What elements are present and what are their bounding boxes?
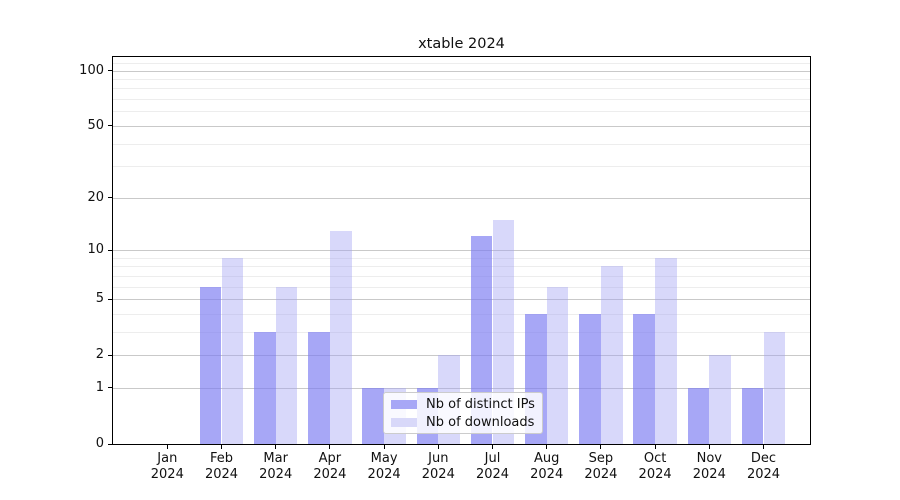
y-tick-label: 100 bbox=[79, 62, 104, 78]
x-tick bbox=[221, 445, 222, 449]
minor-gridline bbox=[113, 275, 810, 277]
y-tick bbox=[108, 125, 112, 127]
x-tick-label: May 2024 bbox=[367, 451, 401, 482]
y-tick bbox=[108, 443, 112, 445]
bar-distinct-ips-mar bbox=[254, 331, 276, 444]
minor-gridline bbox=[113, 99, 810, 101]
chart-title: xtable 2024 bbox=[418, 36, 505, 52]
minor-gridline bbox=[113, 79, 810, 81]
legend-item-distinct-ips: Nb of distinct IPs bbox=[391, 397, 535, 412]
x-tick bbox=[708, 445, 710, 449]
y-tick bbox=[108, 354, 112, 356]
minor-gridline bbox=[113, 313, 810, 315]
bar-distinct-ips-may bbox=[362, 387, 385, 444]
minor-gridline bbox=[113, 331, 810, 333]
minor-gridline bbox=[113, 88, 810, 90]
minor-gridline bbox=[113, 111, 810, 113]
bar-distinct-ips-dec bbox=[741, 387, 764, 444]
x-tick-label: Apr 2024 bbox=[313, 451, 347, 482]
bar-distinct-ips-feb bbox=[199, 286, 222, 444]
y-tick-label: 10 bbox=[87, 242, 104, 257]
minor-gridline bbox=[113, 62, 810, 64]
bar-downloads-mar bbox=[275, 286, 298, 444]
legend-item-downloads: Nb of downloads bbox=[391, 415, 535, 430]
bar-downloads-jul bbox=[492, 219, 515, 444]
x-tick bbox=[654, 445, 656, 449]
legend: Nb of distinct IPs Nb of downloads bbox=[383, 392, 543, 434]
bar-distinct-ips-apr bbox=[308, 331, 330, 444]
y-tick-label: 2 bbox=[95, 347, 104, 363]
bar-downloads-sep bbox=[600, 266, 623, 444]
legend-label-downloads: Nb of downloads bbox=[426, 414, 535, 430]
x-tick bbox=[275, 445, 277, 449]
x-tick-label: Feb 2024 bbox=[204, 451, 239, 482]
x-tick bbox=[437, 445, 439, 449]
major-gridline bbox=[113, 299, 810, 301]
x-tick-label: Jun 2024 bbox=[421, 451, 455, 482]
legend-swatch-distinct-ips bbox=[391, 399, 417, 409]
major-gridline bbox=[113, 250, 810, 251]
major-gridline bbox=[113, 355, 810, 357]
y-tick-label: 1 bbox=[95, 379, 104, 395]
major-gridline bbox=[113, 197, 810, 199]
major-gridline bbox=[113, 125, 810, 127]
x-tick-label: Aug 2024 bbox=[530, 451, 564, 482]
minor-gridline bbox=[113, 266, 810, 268]
x-tick-label: Jul 2024 bbox=[475, 451, 510, 482]
x-tick-label: Sep 2024 bbox=[584, 451, 618, 482]
minor-gridline bbox=[113, 143, 810, 145]
y-tick bbox=[108, 70, 112, 72]
x-tick bbox=[600, 445, 602, 449]
x-tick bbox=[546, 445, 548, 449]
x-tick bbox=[329, 445, 331, 449]
bar-distinct-ips-nov bbox=[687, 387, 710, 444]
x-tick-label: Oct 2024 bbox=[638, 451, 672, 482]
legend-swatch-downloads bbox=[391, 417, 417, 427]
x-tick bbox=[383, 445, 385, 449]
x-tick bbox=[763, 445, 764, 449]
legend-label-distinct-ips: Nb of distinct IPs bbox=[426, 396, 535, 412]
plot-area bbox=[112, 56, 811, 445]
bar-downloads-nov bbox=[709, 355, 731, 444]
y-tick-label: 50 bbox=[87, 117, 104, 133]
minor-gridline bbox=[113, 257, 810, 259]
y-tick-label: 20 bbox=[87, 189, 104, 205]
y-tick bbox=[108, 387, 112, 389]
x-tick bbox=[492, 445, 493, 449]
bar-downloads-oct bbox=[655, 257, 677, 444]
y-tick bbox=[108, 298, 112, 300]
y-tick-label: 5 bbox=[95, 291, 104, 307]
bar-downloads-aug bbox=[546, 286, 569, 444]
bar-downloads-feb bbox=[221, 257, 244, 444]
y-tick-label: 0 bbox=[95, 436, 104, 451]
bar-distinct-ips-sep bbox=[579, 313, 601, 444]
y-tick bbox=[108, 197, 112, 199]
bar-distinct-ips-oct bbox=[633, 313, 656, 444]
minor-gridline bbox=[113, 166, 810, 168]
x-tick-label: Dec 2024 bbox=[746, 451, 781, 482]
major-gridline bbox=[113, 70, 810, 72]
major-gridline bbox=[113, 387, 810, 389]
x-tick bbox=[166, 445, 168, 449]
x-tick-label: Jan 2024 bbox=[150, 451, 184, 482]
minor-gridline bbox=[113, 286, 810, 288]
x-tick-label: Nov 2024 bbox=[692, 451, 726, 482]
bar-downloads-dec bbox=[763, 331, 786, 444]
y-tick bbox=[108, 249, 112, 251]
bar-downloads-apr bbox=[329, 230, 352, 444]
x-tick-label: Mar 2024 bbox=[259, 451, 293, 482]
